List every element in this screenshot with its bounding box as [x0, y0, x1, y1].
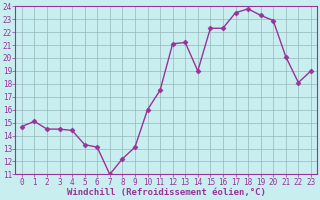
X-axis label: Windchill (Refroidissement éolien,°C): Windchill (Refroidissement éolien,°C) — [67, 188, 266, 197]
